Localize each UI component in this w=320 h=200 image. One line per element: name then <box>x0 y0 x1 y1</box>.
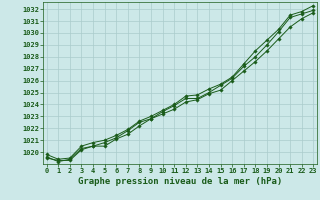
X-axis label: Graphe pression niveau de la mer (hPa): Graphe pression niveau de la mer (hPa) <box>78 177 282 186</box>
